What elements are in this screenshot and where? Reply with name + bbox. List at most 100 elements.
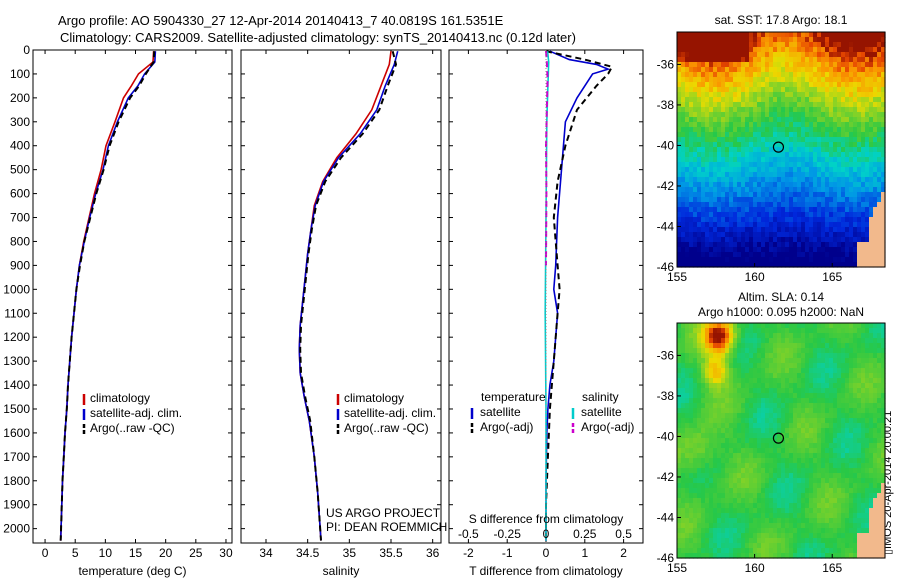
map-cell — [761, 478, 766, 484]
map-cell — [773, 142, 778, 148]
map-cell — [761, 62, 766, 68]
map-cell — [821, 408, 826, 414]
map-cell — [721, 142, 726, 148]
map-cell — [825, 102, 830, 108]
map-cell — [773, 172, 778, 178]
map-cell — [865, 82, 870, 88]
map-cell — [753, 112, 758, 118]
map-cell — [769, 508, 774, 514]
map-cell — [785, 373, 790, 379]
map-cell — [705, 82, 710, 88]
map-cell — [693, 468, 698, 474]
map-cell — [809, 87, 814, 93]
map-cell — [833, 37, 838, 43]
map-cell — [873, 448, 878, 454]
map-cell — [745, 533, 750, 539]
map-cell — [705, 87, 710, 93]
map-cell — [793, 87, 798, 93]
map-cell — [833, 57, 838, 63]
map-cell — [729, 47, 734, 53]
map-cell — [705, 47, 710, 53]
map-cell — [709, 328, 714, 334]
map-cell — [857, 107, 862, 113]
map-cell — [797, 488, 802, 494]
map-cell — [781, 37, 786, 43]
map-cell — [685, 102, 690, 108]
map-cell — [681, 212, 686, 218]
map-cell — [737, 247, 742, 253]
map-cell — [821, 538, 826, 544]
map-cell — [713, 468, 718, 474]
map-cell — [733, 468, 738, 474]
map-cell — [709, 518, 714, 524]
map-cell — [873, 468, 878, 474]
map-cell — [829, 418, 834, 424]
map-cell — [757, 333, 762, 339]
map-cell — [765, 232, 770, 238]
map-cell — [785, 408, 790, 414]
map-cell — [733, 493, 738, 499]
map-cell — [873, 423, 878, 429]
map-cell — [753, 458, 758, 464]
map-cell — [741, 393, 746, 399]
map-cell — [829, 97, 834, 103]
map-cell — [737, 112, 742, 118]
map-cell — [861, 433, 866, 439]
map-cell — [677, 192, 682, 198]
map-cell — [721, 222, 726, 228]
map-cell — [829, 62, 834, 68]
map-cell — [781, 398, 786, 404]
map-cell — [705, 513, 710, 519]
map-cell — [725, 393, 730, 399]
map-cell — [873, 162, 878, 168]
map-cell — [837, 328, 842, 334]
map-cell — [817, 257, 822, 263]
map-cell — [705, 493, 710, 499]
map-cell — [785, 122, 790, 128]
map-cell — [729, 217, 734, 223]
map-cell — [701, 493, 706, 499]
map-cell — [729, 538, 734, 544]
map-cell — [713, 257, 718, 263]
map-cell — [853, 132, 858, 138]
map-cell — [781, 473, 786, 479]
plot-frame — [240, 49, 442, 544]
map-cell — [797, 428, 802, 434]
map-cell — [693, 373, 698, 379]
map-cell — [685, 217, 690, 223]
map-cell — [761, 373, 766, 379]
map-cell — [805, 358, 810, 364]
map-cell — [693, 403, 698, 409]
map-cell — [757, 378, 762, 384]
map-cell — [693, 197, 698, 203]
map-cell — [741, 72, 746, 78]
map-cell — [693, 483, 698, 489]
map-cell — [689, 77, 694, 83]
map-cell — [729, 37, 734, 43]
map-cell — [809, 473, 814, 479]
map-cell — [677, 503, 682, 509]
map-cell — [821, 262, 826, 268]
map-cell — [801, 227, 806, 233]
map-cell — [857, 468, 862, 474]
map-cell — [685, 77, 690, 83]
map-cell — [681, 132, 686, 138]
map-cell — [769, 473, 774, 479]
map-cell — [697, 373, 702, 379]
map-cell — [753, 503, 758, 509]
map-cell — [733, 328, 738, 334]
map-cell — [817, 37, 822, 43]
map-cell — [733, 117, 738, 123]
map-cell — [717, 413, 722, 419]
map-cell — [801, 408, 806, 414]
map-cell — [749, 468, 754, 474]
map-cell — [805, 533, 810, 539]
map-cell — [877, 132, 882, 138]
map-cell — [805, 453, 810, 459]
map-cell — [717, 262, 722, 268]
map-cell — [765, 373, 770, 379]
map-cell — [821, 197, 826, 203]
map-cell — [693, 493, 698, 499]
map-cell — [849, 232, 854, 238]
map-cell — [785, 478, 790, 484]
